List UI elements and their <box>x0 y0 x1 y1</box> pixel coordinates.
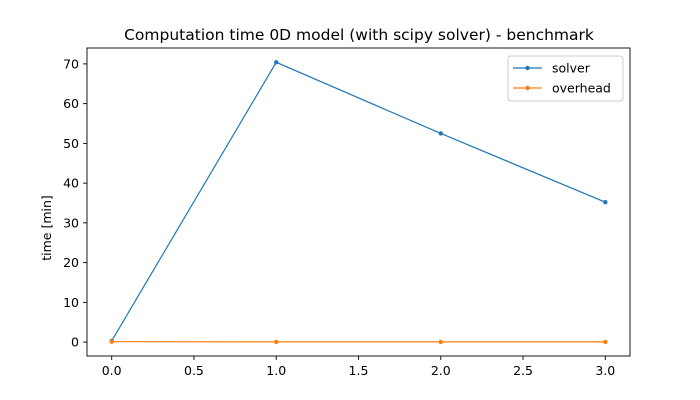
x-tick-label: 2.0 <box>431 363 451 378</box>
x-tick-label: 2.5 <box>513 363 533 378</box>
legend-marker-overhead <box>525 85 530 91</box>
data-point-overhead <box>603 339 608 345</box>
y-tick-label: 20 <box>63 255 79 270</box>
x-tick-label: 1.0 <box>266 363 286 378</box>
data-point-solver <box>438 131 443 136</box>
y-axis-label: time [min] <box>39 195 54 261</box>
x-tick-label: 0.5 <box>184 363 204 378</box>
legend-label-overhead: overhead <box>552 81 611 96</box>
chart-title: Computation time 0D model (with scipy so… <box>124 26 594 44</box>
data-point-overhead <box>274 339 279 345</box>
y-tick-label: 40 <box>63 176 79 191</box>
legend-box <box>507 55 624 102</box>
legend-marker-solver <box>525 65 530 71</box>
data-point-solver <box>274 60 279 65</box>
y-tick-label: 30 <box>63 215 79 230</box>
x-tick-label: 0.0 <box>102 363 122 378</box>
y-tick-label: 60 <box>63 96 79 111</box>
legend-label-solver: solver <box>552 61 591 76</box>
y-tick-label: 10 <box>63 295 79 310</box>
data-point-solver <box>603 199 608 205</box>
data-point-overhead <box>109 339 114 344</box>
y-tick-label: 70 <box>63 56 79 71</box>
series-line-solver <box>111 61 606 342</box>
y-tick-label: 50 <box>63 136 79 151</box>
x-tick-label: 1.5 <box>349 363 369 378</box>
y-tick-label: 0 <box>71 335 79 350</box>
axes-frame <box>86 47 631 357</box>
plot-area: 0.0 0.5 1.0 1.5 2.0 2.5 3.0 0 10 20 30 40 50 60 70 solv… <box>63 47 631 378</box>
x-tick-label: 3.0 <box>595 363 615 378</box>
data-point-overhead <box>438 339 443 345</box>
